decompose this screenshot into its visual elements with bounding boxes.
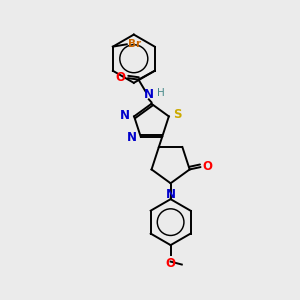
Text: O: O	[202, 160, 213, 173]
Text: N: N	[144, 88, 154, 101]
Text: Br: Br	[128, 39, 141, 49]
Text: N: N	[127, 131, 136, 144]
Text: N: N	[166, 188, 176, 201]
Text: H: H	[157, 88, 164, 98]
Text: O: O	[166, 257, 176, 270]
Text: S: S	[173, 108, 181, 122]
Text: O: O	[116, 71, 126, 84]
Text: N: N	[120, 109, 130, 122]
